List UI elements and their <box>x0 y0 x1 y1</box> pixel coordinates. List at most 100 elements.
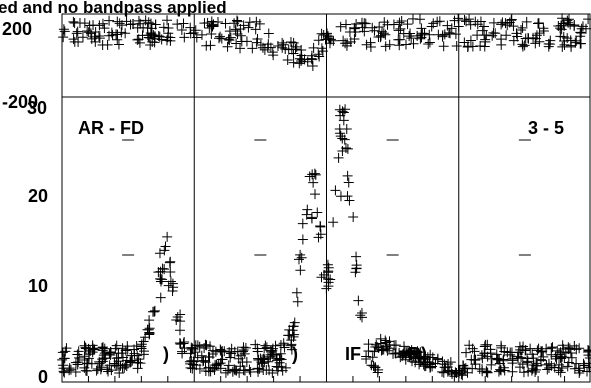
phase-point <box>323 33 334 44</box>
phase-point <box>132 22 143 33</box>
amplitude-point <box>109 358 120 369</box>
amplitude-point <box>308 177 319 188</box>
phase-point <box>224 26 235 37</box>
phase-point <box>530 38 541 49</box>
amplitude-point <box>482 367 493 378</box>
amplitude-point <box>225 352 236 363</box>
phase-point <box>235 43 246 54</box>
amplitude-point <box>328 217 339 228</box>
amplitude-point <box>289 329 300 340</box>
amplitude-point <box>94 358 105 369</box>
phase-point <box>528 32 539 43</box>
amplitude-point <box>351 263 362 274</box>
amplitude-point <box>295 265 306 276</box>
phase-point <box>359 18 370 29</box>
amplitude-point <box>442 362 453 373</box>
phase-point <box>90 26 101 37</box>
phase-point <box>179 32 190 43</box>
phase-point <box>86 33 97 44</box>
phase-point <box>282 55 293 66</box>
phase-ytick-neg200: -200 <box>2 92 38 112</box>
amplitude-point <box>343 177 354 188</box>
amplitude-point <box>353 295 364 306</box>
phase-point <box>570 37 581 48</box>
phase-point <box>328 35 339 46</box>
amplitude-point <box>153 267 164 278</box>
amplitude-point <box>72 359 83 370</box>
phase-point <box>58 24 69 35</box>
amplitude-point <box>217 346 228 357</box>
if-fragment-4: R) <box>408 344 427 364</box>
phase-point <box>213 33 224 44</box>
amplitude-point <box>65 364 76 375</box>
amplitude-point <box>160 241 171 252</box>
amplitude-point <box>198 355 209 366</box>
phase-point <box>163 23 174 34</box>
amplitude-point <box>563 342 574 353</box>
phase-point <box>479 41 490 52</box>
amplitude-point <box>289 317 300 328</box>
amplitude-point <box>533 343 544 354</box>
phase-point <box>516 24 527 35</box>
phase-point <box>565 19 576 30</box>
phase-point <box>316 43 327 54</box>
amplitude-point <box>159 245 170 256</box>
phase-point <box>388 19 399 30</box>
amplitude-point <box>237 357 248 368</box>
amplitude-point <box>351 251 362 262</box>
phase-point <box>236 36 247 47</box>
amplitude-point <box>267 349 278 360</box>
amp-ytick-30: 30 <box>27 98 47 118</box>
amplitude-point <box>542 364 553 375</box>
amplitude-point <box>196 350 207 361</box>
amplitude-point <box>157 274 168 285</box>
amplitude-point <box>186 342 197 353</box>
amplitude-point <box>59 367 70 378</box>
phase-point <box>335 21 346 32</box>
phase-point <box>291 41 302 52</box>
amplitude-point <box>177 348 188 359</box>
amplitude-point <box>215 344 226 355</box>
amplitude-point <box>479 348 490 359</box>
phase-point <box>220 18 231 29</box>
amplitude-point <box>549 362 560 373</box>
amplitude-point <box>286 339 297 350</box>
amplitude-point <box>350 267 361 278</box>
amplitude-point <box>172 312 183 323</box>
amplitude-point <box>574 343 585 354</box>
phase-point <box>408 38 419 49</box>
phase-point <box>285 37 296 48</box>
amplitude-point <box>296 252 307 263</box>
amplitude-point <box>356 308 367 319</box>
amplitude-point <box>297 218 308 229</box>
phase-point <box>412 30 423 41</box>
phase-point <box>407 13 418 24</box>
amplitude-point <box>306 212 317 223</box>
amplitude-point <box>275 339 286 350</box>
amplitude-point <box>363 346 374 357</box>
phase-point <box>224 35 235 46</box>
phase-point <box>459 14 470 25</box>
amplitude-point <box>144 315 155 326</box>
phase-point <box>112 34 123 45</box>
phase-point <box>481 29 492 40</box>
amplitude-point <box>270 340 281 351</box>
amplitude-point <box>571 358 582 369</box>
amplitude-point <box>85 345 96 356</box>
amplitude-point <box>125 356 136 367</box>
amplitude-point <box>554 349 565 360</box>
amplitude-point <box>220 367 231 378</box>
amplitude-point <box>239 348 250 359</box>
phase-point <box>538 25 549 36</box>
phase-point <box>132 34 143 45</box>
amplitude-point <box>495 364 506 375</box>
amplitude-point <box>280 362 291 373</box>
amplitude-point <box>469 346 480 357</box>
chart-title: ed and no bandpass applied <box>0 0 227 17</box>
amplitude-point <box>556 363 567 374</box>
phase-point <box>137 30 148 41</box>
phase-point <box>453 13 464 24</box>
amplitude-point <box>203 362 214 373</box>
amplitude-point <box>480 339 491 350</box>
amplitude-point <box>583 358 591 369</box>
